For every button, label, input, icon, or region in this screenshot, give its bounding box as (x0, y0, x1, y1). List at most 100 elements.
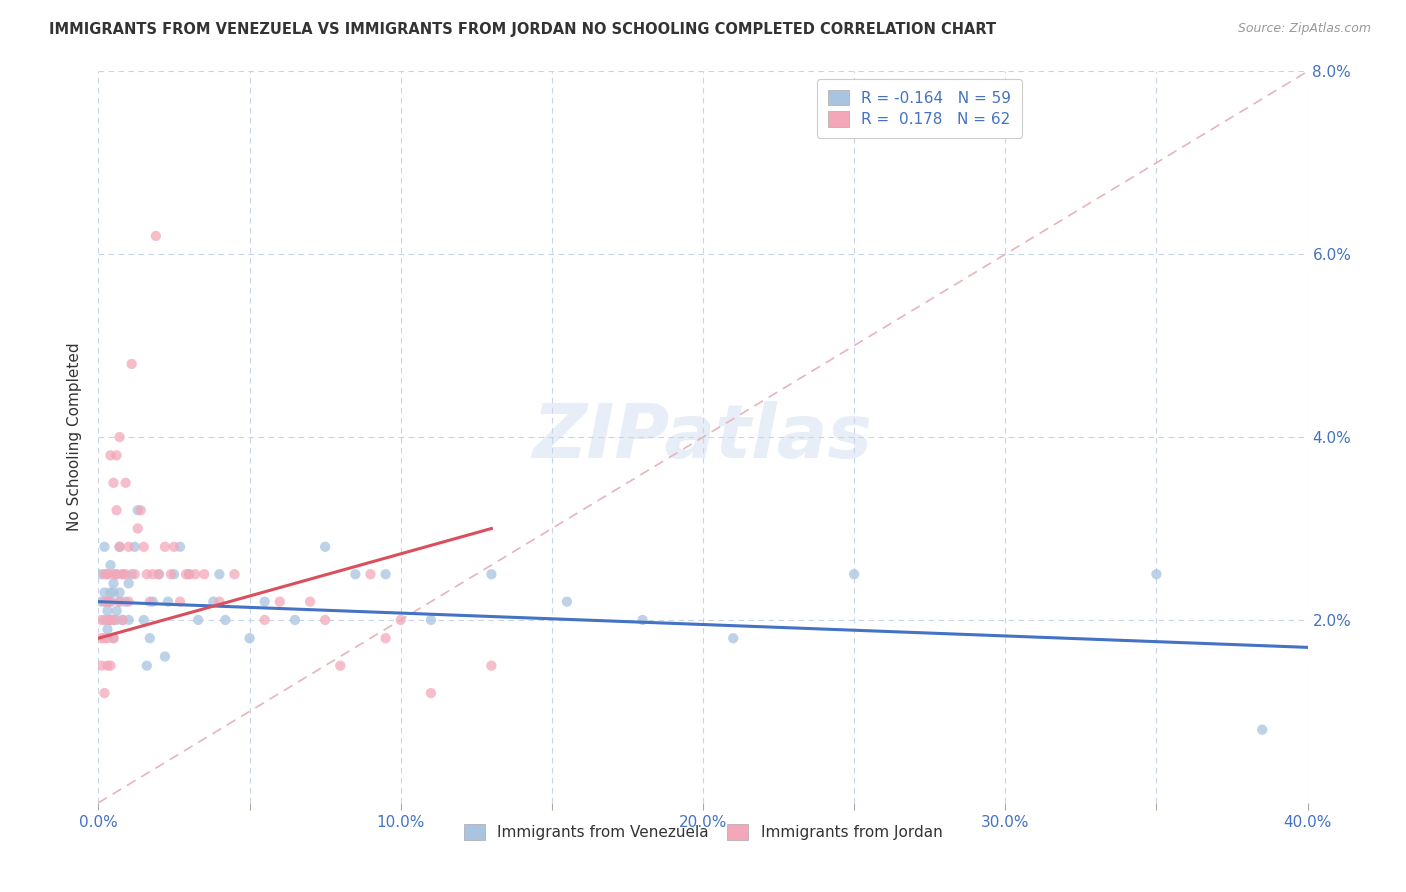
Point (374, 567, 396, 582)
Point (100, 613, 122, 627)
Point (90, 632, 112, 646)
Point (187, 613, 209, 627)
Point (269, 595, 291, 609)
Point (105, 503, 128, 517)
Point (108, 595, 131, 609)
Point (208, 567, 231, 582)
Point (631, 613, 654, 627)
Point (96, 604, 118, 618)
Point (108, 585, 131, 599)
Point (420, 686, 443, 700)
Point (163, 540, 186, 554)
Point (142, 567, 165, 582)
Point (239, 632, 262, 646)
Point (103, 567, 125, 582)
Point (118, 576, 141, 591)
Point (148, 567, 170, 582)
Point (93, 567, 115, 582)
Point (314, 613, 336, 627)
Point (145, 229, 167, 244)
Point (111, 613, 134, 627)
Text: IMMIGRANTS FROM VENEZUELA VS IMMIGRANTS FROM JORDAN NO SCHOOLING COMPLETED CORRE: IMMIGRANTS FROM VENEZUELA VS IMMIGRANTS … (49, 22, 997, 37)
Point (163, 567, 186, 582)
Point (193, 567, 215, 582)
Point (135, 658, 157, 673)
Point (105, 449, 128, 463)
Point (100, 595, 122, 609)
Point (169, 540, 191, 554)
Point (90, 595, 112, 609)
Point (103, 613, 125, 627)
Point (374, 632, 396, 646)
Point (93, 632, 115, 646)
Point (420, 613, 443, 627)
Point (314, 540, 336, 554)
Point (129, 503, 152, 517)
Point (111, 567, 134, 582)
Point (156, 595, 179, 609)
Point (90, 613, 112, 627)
Point (96, 567, 118, 582)
Point (153, 540, 176, 554)
Point (100, 595, 122, 609)
Point (329, 658, 352, 673)
Point (124, 540, 146, 554)
Point (96, 595, 118, 609)
Point (100, 658, 122, 673)
Point (202, 595, 225, 609)
Point (1144, 567, 1167, 582)
Point (127, 521, 149, 535)
Point (179, 567, 201, 582)
Point (96, 622, 118, 636)
Point (93, 595, 115, 609)
Point (169, 595, 191, 609)
Point (481, 567, 503, 582)
Point (105, 567, 128, 582)
Legend: Immigrants from Venezuela, Immigrants from Jordan: Immigrants from Venezuela, Immigrants fr… (457, 818, 949, 847)
Point (253, 613, 276, 627)
Point (96, 567, 118, 582)
Point (184, 567, 207, 582)
Point (132, 540, 155, 554)
Point (103, 475, 125, 490)
Point (108, 540, 131, 554)
Point (360, 567, 382, 582)
Point (90, 658, 112, 673)
Point (96, 595, 118, 609)
Point (103, 632, 125, 646)
Point (214, 613, 236, 627)
Point (100, 613, 122, 627)
Point (139, 595, 162, 609)
Point (1251, 723, 1274, 737)
Point (108, 595, 131, 609)
Point (132, 613, 155, 627)
Point (344, 567, 367, 582)
Point (208, 595, 231, 609)
Point (103, 585, 125, 599)
Point (100, 449, 122, 463)
Y-axis label: No Schooling Completed: No Schooling Completed (67, 343, 83, 532)
Point (114, 475, 136, 490)
Point (105, 613, 128, 627)
Point (124, 567, 146, 582)
Point (121, 357, 143, 371)
Point (111, 613, 134, 627)
Point (253, 595, 276, 609)
Point (153, 649, 176, 664)
Point (389, 613, 412, 627)
Point (118, 613, 141, 627)
Point (100, 558, 122, 573)
Point (100, 585, 122, 599)
Point (299, 595, 322, 609)
Point (105, 604, 128, 618)
Point (103, 576, 125, 591)
Point (139, 632, 162, 646)
Point (114, 595, 136, 609)
Point (174, 567, 197, 582)
Point (127, 503, 149, 517)
Point (723, 632, 745, 646)
Point (118, 540, 141, 554)
Point (105, 567, 128, 582)
Point (103, 632, 125, 646)
Point (90, 567, 112, 582)
